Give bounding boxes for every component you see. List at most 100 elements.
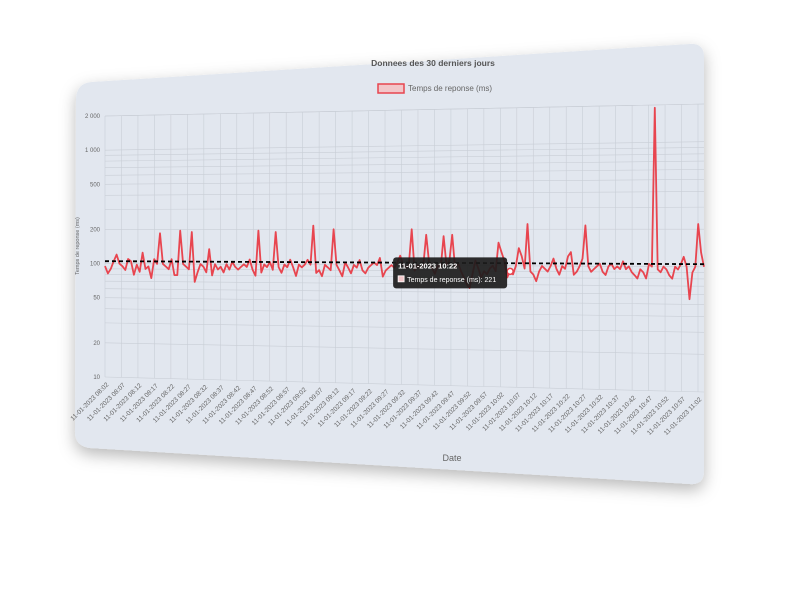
data-point[interactable]: [601, 270, 604, 273]
data-point[interactable]: [619, 268, 622, 271]
data-point[interactable]: [263, 263, 266, 266]
data-point[interactable]: [590, 270, 593, 273]
data-point[interactable]: [361, 269, 364, 272]
data-point[interactable]: [685, 265, 688, 268]
data-point[interactable]: [500, 250, 503, 253]
data-point[interactable]: [633, 274, 636, 277]
data-point[interactable]: [526, 223, 529, 226]
data-point[interactable]: [124, 269, 127, 272]
data-point[interactable]: [520, 255, 523, 258]
data-point[interactable]: [115, 253, 118, 256]
data-point[interactable]: [121, 265, 124, 268]
data-point[interactable]: [552, 257, 555, 260]
data-point[interactable]: [671, 277, 674, 280]
data-point[interactable]: [283, 263, 286, 266]
data-point[interactable]: [161, 262, 164, 265]
data-point[interactable]: [187, 268, 190, 271]
data-point[interactable]: [109, 267, 112, 270]
data-point[interactable]: [170, 258, 173, 261]
data-point[interactable]: [106, 272, 109, 275]
data-point[interactable]: [549, 265, 552, 268]
data-point[interactable]: [595, 265, 598, 268]
data-point[interactable]: [266, 266, 269, 269]
data-point[interactable]: [451, 233, 454, 236]
data-point[interactable]: [202, 265, 205, 268]
data-point[interactable]: [381, 275, 384, 278]
data-point[interactable]: [376, 264, 379, 267]
data-point[interactable]: [659, 271, 662, 274]
data-point[interactable]: [604, 274, 607, 277]
data-point[interactable]: [135, 263, 138, 266]
data-point[interactable]: [150, 277, 153, 280]
data-point[interactable]: [569, 251, 572, 254]
data-point[interactable]: [179, 229, 182, 232]
data-point[interactable]: [355, 266, 358, 269]
data-point[interactable]: [656, 268, 659, 271]
data-point[interactable]: [645, 277, 648, 280]
data-point[interactable]: [118, 262, 121, 265]
data-point[interactable]: [613, 268, 616, 271]
data-point[interactable]: [329, 269, 332, 272]
data-point[interactable]: [205, 271, 208, 274]
data-point[interactable]: [627, 265, 630, 268]
data-point[interactable]: [156, 262, 159, 265]
data-point[interactable]: [584, 224, 587, 227]
data-point[interactable]: [630, 271, 633, 274]
data-point[interactable]: [622, 260, 625, 263]
data-point[interactable]: [575, 270, 578, 273]
data-point[interactable]: [387, 266, 390, 269]
data-point[interactable]: [306, 258, 309, 261]
data-point[interactable]: [251, 268, 254, 271]
data-point[interactable]: [578, 265, 581, 268]
data-point[interactable]: [682, 255, 685, 258]
data-point[interactable]: [167, 268, 170, 271]
data-point[interactable]: [636, 277, 639, 280]
data-point[interactable]: [364, 272, 367, 275]
data-point[interactable]: [312, 224, 315, 227]
data-point[interactable]: [442, 235, 445, 238]
data-point[interactable]: [326, 266, 329, 269]
data-point[interactable]: [703, 265, 706, 268]
data-point[interactable]: [497, 241, 500, 244]
data-point[interactable]: [199, 263, 202, 266]
data-point[interactable]: [237, 268, 240, 271]
data-point[interactable]: [225, 263, 228, 266]
data-point[interactable]: [257, 229, 260, 232]
data-point[interactable]: [173, 274, 176, 277]
data-point[interactable]: [378, 256, 381, 259]
data-point[interactable]: [399, 254, 402, 257]
data-point[interactable]: [529, 270, 532, 273]
data-point[interactable]: [245, 265, 248, 268]
data-point[interactable]: [190, 231, 193, 234]
data-point[interactable]: [321, 275, 324, 278]
data-point[interactable]: [691, 271, 694, 274]
data-point[interactable]: [147, 265, 150, 268]
data-point[interactable]: [214, 263, 217, 266]
data-point[interactable]: [581, 257, 584, 260]
data-point[interactable]: [543, 267, 546, 270]
data-point[interactable]: [593, 268, 596, 271]
data-point[interactable]: [546, 270, 549, 273]
data-point[interactable]: [318, 269, 321, 272]
data-point[interactable]: [665, 268, 668, 271]
data-point[interactable]: [567, 255, 570, 258]
data-point[interactable]: [564, 267, 567, 270]
data-point[interactable]: [222, 271, 225, 274]
data-point[interactable]: [650, 265, 653, 268]
data-point[interactable]: [587, 265, 590, 268]
data-point[interactable]: [410, 228, 413, 231]
data-point[interactable]: [323, 263, 326, 266]
data-point[interactable]: [697, 223, 700, 226]
data-point[interactable]: [297, 263, 300, 266]
data-point[interactable]: [535, 280, 538, 283]
data-point[interactable]: [309, 263, 312, 266]
data-point[interactable]: [219, 265, 222, 268]
data-point[interactable]: [292, 266, 295, 269]
data-point[interactable]: [358, 259, 361, 262]
data-point[interactable]: [558, 273, 561, 276]
data-point[interactable]: [277, 266, 280, 269]
data-point[interactable]: [176, 274, 179, 277]
data-point[interactable]: [164, 265, 167, 268]
data-point[interactable]: [532, 273, 535, 276]
data-point[interactable]: [352, 263, 355, 266]
